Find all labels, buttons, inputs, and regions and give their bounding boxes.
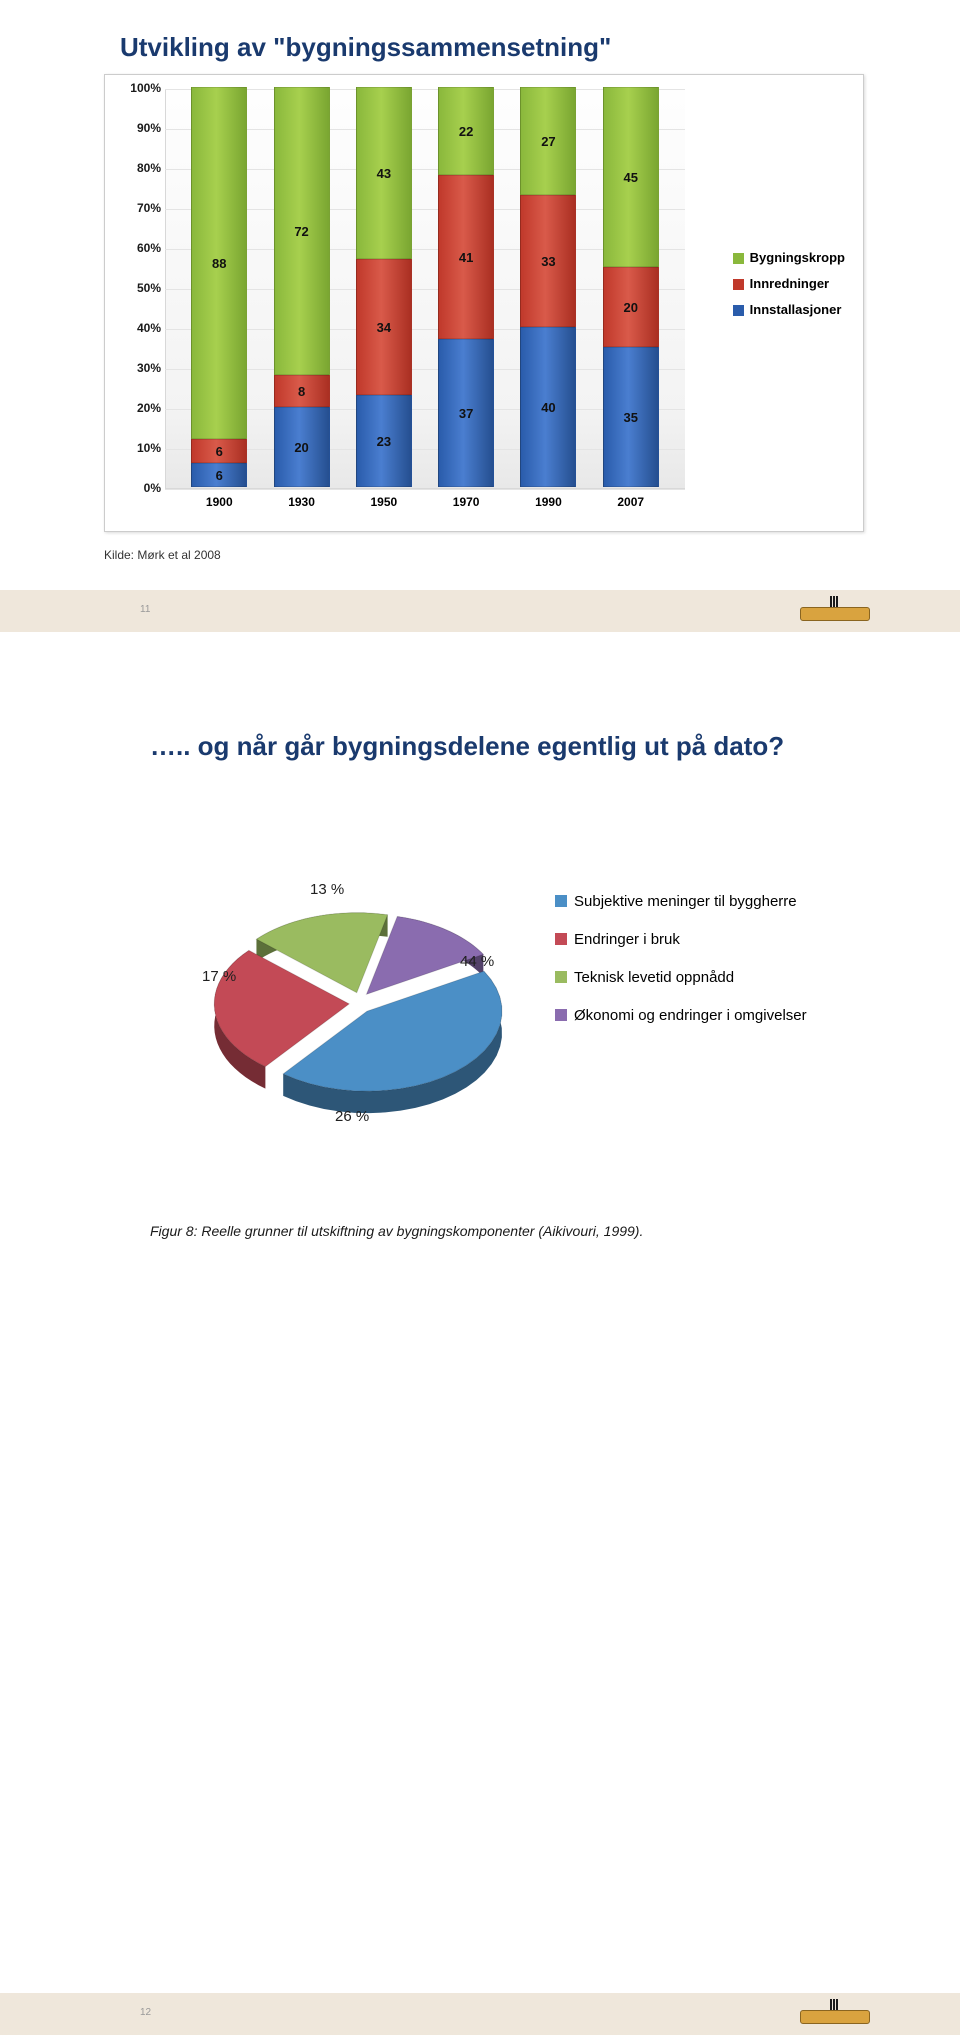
bar-value-label: 37 xyxy=(438,406,494,421)
footer-logo-2 xyxy=(800,2001,870,2027)
slide-2: ….. og når går bygningsdelene egentlig u… xyxy=(0,683,960,1367)
bar-value-label: 34 xyxy=(356,320,412,335)
bar-value-label: 43 xyxy=(356,166,412,181)
legend-swatch-green xyxy=(733,253,744,264)
bar-column: 40 33 27 xyxy=(520,87,576,487)
bar-value-label: 22 xyxy=(438,124,494,139)
legend-swatch-purple xyxy=(555,1009,567,1021)
gridline xyxy=(165,489,685,490)
pie-slices-group xyxy=(214,913,502,1113)
legend-label: Innredninger xyxy=(750,271,829,297)
bar-value-label: 33 xyxy=(520,254,576,269)
bar-value-label: 40 xyxy=(520,400,576,415)
legend-swatch-blue xyxy=(555,895,567,907)
x-axis-tick: 1970 xyxy=(426,495,506,509)
legend-item-innstallasjoner: Innstallasjoner xyxy=(733,297,845,323)
bar-value-label: 45 xyxy=(603,170,659,185)
pie-caption: Figur 8: Reelle grunner til utskiftning … xyxy=(150,1223,643,1239)
y-axis-tick: 30% xyxy=(113,361,161,375)
legend-label: Endringer i bruk xyxy=(574,929,680,951)
bar-column: 23 34 43 xyxy=(356,87,412,487)
slide1-title: Utvikling av "bygningssammensetning" xyxy=(120,32,611,63)
y-axis-tick: 80% xyxy=(113,161,161,175)
legend-label: Økonomi og endringer i omgivelser xyxy=(574,1005,807,1027)
y-axis-tick: 0% xyxy=(113,481,161,495)
pie-chart-container: 44 % 26 % 17 % 13 % Subjektive meninger til… xyxy=(130,863,830,1193)
pie-legend-item-3: Teknisk levetid oppnådd xyxy=(555,967,807,989)
y-axis-tick: 100% xyxy=(113,81,161,95)
bar-chart-container: 0% 10% 20% 30% 40% 50% 60% 70% 80% 90% 100% 1900 6 6 8… xyxy=(104,74,864,532)
bar-column: 20 8 72 xyxy=(274,87,330,487)
y-axis-tick: 60% xyxy=(113,241,161,255)
pie-legend-item-2: Endringer i bruk xyxy=(555,929,807,951)
y-axis-tick: 40% xyxy=(113,321,161,335)
legend-swatch-red xyxy=(733,279,744,290)
legend-label: Subjektive meninger til byggherre xyxy=(574,891,797,913)
bar-chart-legend: Bygningskropp Innredninger Innstallasjon… xyxy=(733,245,845,323)
bar-column: 6 6 88 xyxy=(191,87,247,487)
bar-value-label: 72 xyxy=(274,224,330,239)
bar-value-label: 35 xyxy=(603,410,659,425)
bar-value-label: 88 xyxy=(191,256,247,271)
legend-swatch-red xyxy=(555,933,567,945)
pie-legend-item-4: Økonomi og endringer i omgivelser xyxy=(555,1005,807,1027)
legend-label: Innstallasjoner xyxy=(750,297,842,323)
bar-value-label: 23 xyxy=(356,434,412,449)
source-citation: Kilde: Mørk et al 2008 xyxy=(104,548,221,562)
bar-column: 37 41 22 xyxy=(438,87,494,487)
footer-banner-2: 12 xyxy=(0,1993,960,2035)
page-number-2: 12 xyxy=(140,2007,151,2018)
pie-percent-label: 17 % xyxy=(202,968,236,985)
x-axis-tick: 2007 xyxy=(591,495,671,509)
bar-value-label: 41 xyxy=(438,250,494,265)
legend-item-bygningskropp: Bygningskropp xyxy=(733,245,845,271)
y-axis-tick: 90% xyxy=(113,121,161,135)
legend-swatch-blue xyxy=(733,305,744,316)
y-axis-tick: 20% xyxy=(113,401,161,415)
bar-value-label: 6 xyxy=(191,444,247,459)
legend-item-innredninger: Innredninger xyxy=(733,271,845,297)
pie-chart-legend: Subjektive meninger til byggherre Endrin… xyxy=(555,891,807,1043)
pie-percent-label: 13 % xyxy=(310,881,344,898)
x-axis-tick: 1950 xyxy=(344,495,424,509)
footer-banner-1: 11 xyxy=(0,590,960,632)
y-axis-tick: 10% xyxy=(113,441,161,455)
pie-percent-label: 26 % xyxy=(335,1108,369,1125)
page-number-1: 11 xyxy=(140,604,150,615)
x-axis-tick: 1900 xyxy=(179,495,259,509)
bar-value-label: 6 xyxy=(191,468,247,483)
bar-value-label: 27 xyxy=(520,134,576,149)
footer-logo-1 xyxy=(800,598,870,624)
legend-swatch-green xyxy=(555,971,567,983)
y-axis-tick: 50% xyxy=(113,281,161,295)
legend-label: Teknisk levetid oppnådd xyxy=(574,967,734,989)
x-axis-tick: 1930 xyxy=(262,495,342,509)
bar-value-label: 8 xyxy=(274,384,330,399)
slide2-title: ….. og når går bygningsdelene egentlig u… xyxy=(150,731,784,762)
pie-percent-label: 44 % xyxy=(460,953,494,970)
pie-legend-item-1: Subjektive meninger til byggherre xyxy=(555,891,807,913)
legend-label: Bygningskropp xyxy=(750,245,845,271)
slide-1: Utvikling av "bygningssammensetning" 0% 1… xyxy=(0,0,960,683)
bar-value-label: 20 xyxy=(274,440,330,455)
bar-column: 35 20 45 xyxy=(603,87,659,487)
bar-value-label: 20 xyxy=(603,300,659,315)
x-axis-tick: 1990 xyxy=(508,495,588,509)
y-axis-tick: 70% xyxy=(113,201,161,215)
